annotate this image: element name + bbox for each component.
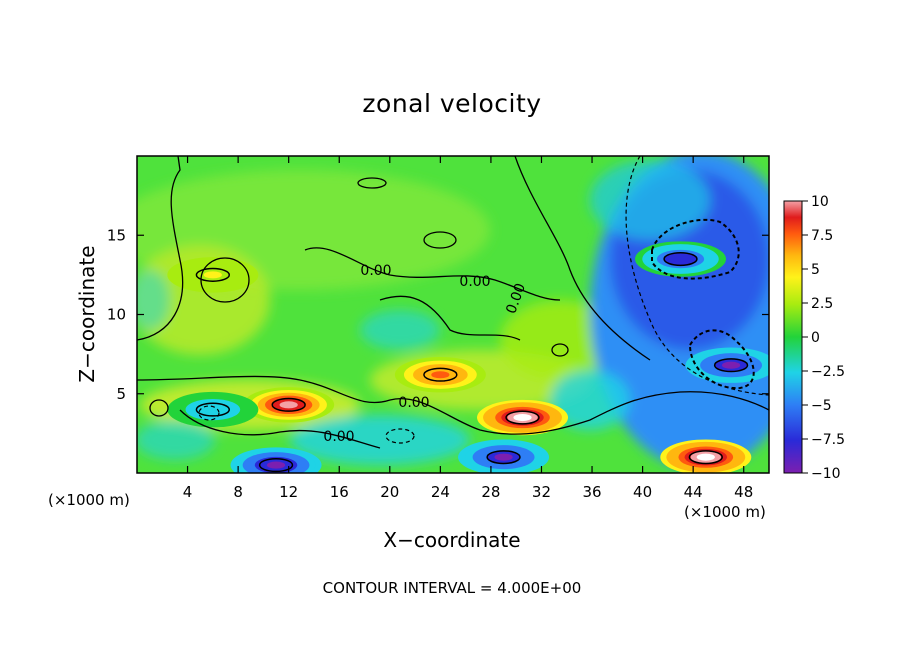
field-blob (500, 300, 620, 380)
y-tick-label: 15 (107, 226, 126, 244)
contour-line (551, 343, 569, 357)
contour-label: 0.00 (360, 263, 391, 279)
y-axis-label: Z−coordinate (75, 245, 99, 382)
field-feature (203, 406, 222, 414)
y-axis-ticks: 5 10 15 (107, 226, 769, 403)
x-tick-label: 32 (532, 483, 551, 501)
contour-line (514, 156, 651, 361)
x-tick-label: 44 (684, 483, 703, 501)
contour-labels: 0.000.000.000.000.00 (323, 263, 529, 445)
x-tick-label: 28 (481, 483, 500, 501)
contour-line (137, 375, 769, 435)
x-unit-label-left: (×1000 m) (48, 491, 130, 509)
colorbar-scale (783, 200, 803, 474)
contour-interval-note: CONTOUR INTERVAL = 4.000E+00 (323, 579, 582, 597)
x-tick-label: 24 (431, 483, 450, 501)
colorbar-ticks: 10 7.5 5 2.5 0 −2.5 −5 −7.5 −10 (802, 194, 845, 482)
colorbar-tick-label: 0 (811, 330, 820, 346)
field-blob (550, 370, 630, 430)
contour-lines-negative (198, 156, 769, 444)
x-unit-label-right: (×1000 m) (684, 503, 766, 521)
y-tick-label: 5 (116, 385, 126, 403)
contour-line (423, 231, 457, 249)
field-feature (494, 453, 513, 461)
feature-contour (195, 267, 231, 282)
colorbar-tick-label: −10 (811, 466, 841, 482)
contour-label: 0.00 (398, 395, 429, 411)
contour-line (200, 257, 250, 303)
contour-line (179, 409, 381, 449)
contour-label: 0.00 (459, 274, 490, 290)
field-blob (590, 160, 710, 240)
field-feature (431, 371, 450, 379)
field-feature (696, 453, 715, 461)
x-tick-label: 4 (183, 483, 193, 501)
x-tick-label: 36 (582, 483, 601, 501)
colorbar-tick-label: 2.5 (811, 296, 833, 312)
x-axis-label: X−coordinate (383, 528, 520, 552)
colorbar-tick-label: −5 (811, 398, 832, 414)
field-feature (513, 413, 532, 422)
feature-contour (271, 397, 306, 412)
contour-line (651, 218, 740, 280)
x-tick-label: 16 (330, 483, 349, 501)
feature-contour (258, 458, 294, 473)
x-tick-label: 8 (233, 483, 243, 501)
contour-label: 0.00 (323, 429, 354, 445)
contour-line (688, 329, 755, 390)
chart-title: zonal velocity (362, 89, 541, 118)
field-blob (290, 415, 470, 465)
field-feature (279, 401, 298, 409)
contour-line (379, 295, 521, 341)
feature-contour (663, 251, 698, 267)
feature-contour (688, 450, 723, 465)
contour-lines (137, 156, 769, 449)
contour-line (149, 399, 169, 417)
contour-line (385, 428, 415, 444)
feature-contour (713, 358, 749, 373)
x-tick-label: 40 (633, 483, 652, 501)
contour-line (198, 405, 220, 421)
feature-contour (423, 367, 458, 382)
plot-area: 0.000.000.000.000.00 (137, 156, 769, 473)
x-tick-label: 48 (734, 483, 753, 501)
field-blob (137, 420, 215, 460)
feature-contour (505, 410, 540, 425)
feature-layer (167, 241, 769, 473)
feature-contour (486, 450, 521, 465)
colorbar-tick-label: 10 (811, 194, 829, 210)
field-blob (137, 270, 170, 330)
field-blob (360, 310, 440, 350)
colorbar-tick-label: −7.5 (811, 432, 845, 448)
colorbar-tick-label: −2.5 (811, 364, 845, 380)
colorbar: 10 7.5 5 2.5 0 −2.5 −5 −7.5 −10 (783, 194, 845, 482)
field-feature (266, 461, 286, 469)
colorbar-tick-label: 7.5 (811, 228, 833, 244)
contour-line (304, 247, 561, 301)
contour-line (137, 156, 184, 341)
field-feature (203, 271, 222, 279)
y-tick-label: 10 (107, 306, 126, 324)
contour-line (625, 156, 769, 396)
field-feature (721, 361, 741, 369)
x-tick-label: 12 (279, 483, 298, 501)
contour-line (357, 177, 387, 189)
x-axis-ticks: 4 8 12 16 20 24 28 32 36 40 44 48 (183, 156, 753, 501)
x-tick-label: 20 (380, 483, 399, 501)
feature-contour (195, 402, 231, 417)
colorbar-tick-label: 5 (811, 262, 820, 278)
field-feature (671, 255, 690, 263)
